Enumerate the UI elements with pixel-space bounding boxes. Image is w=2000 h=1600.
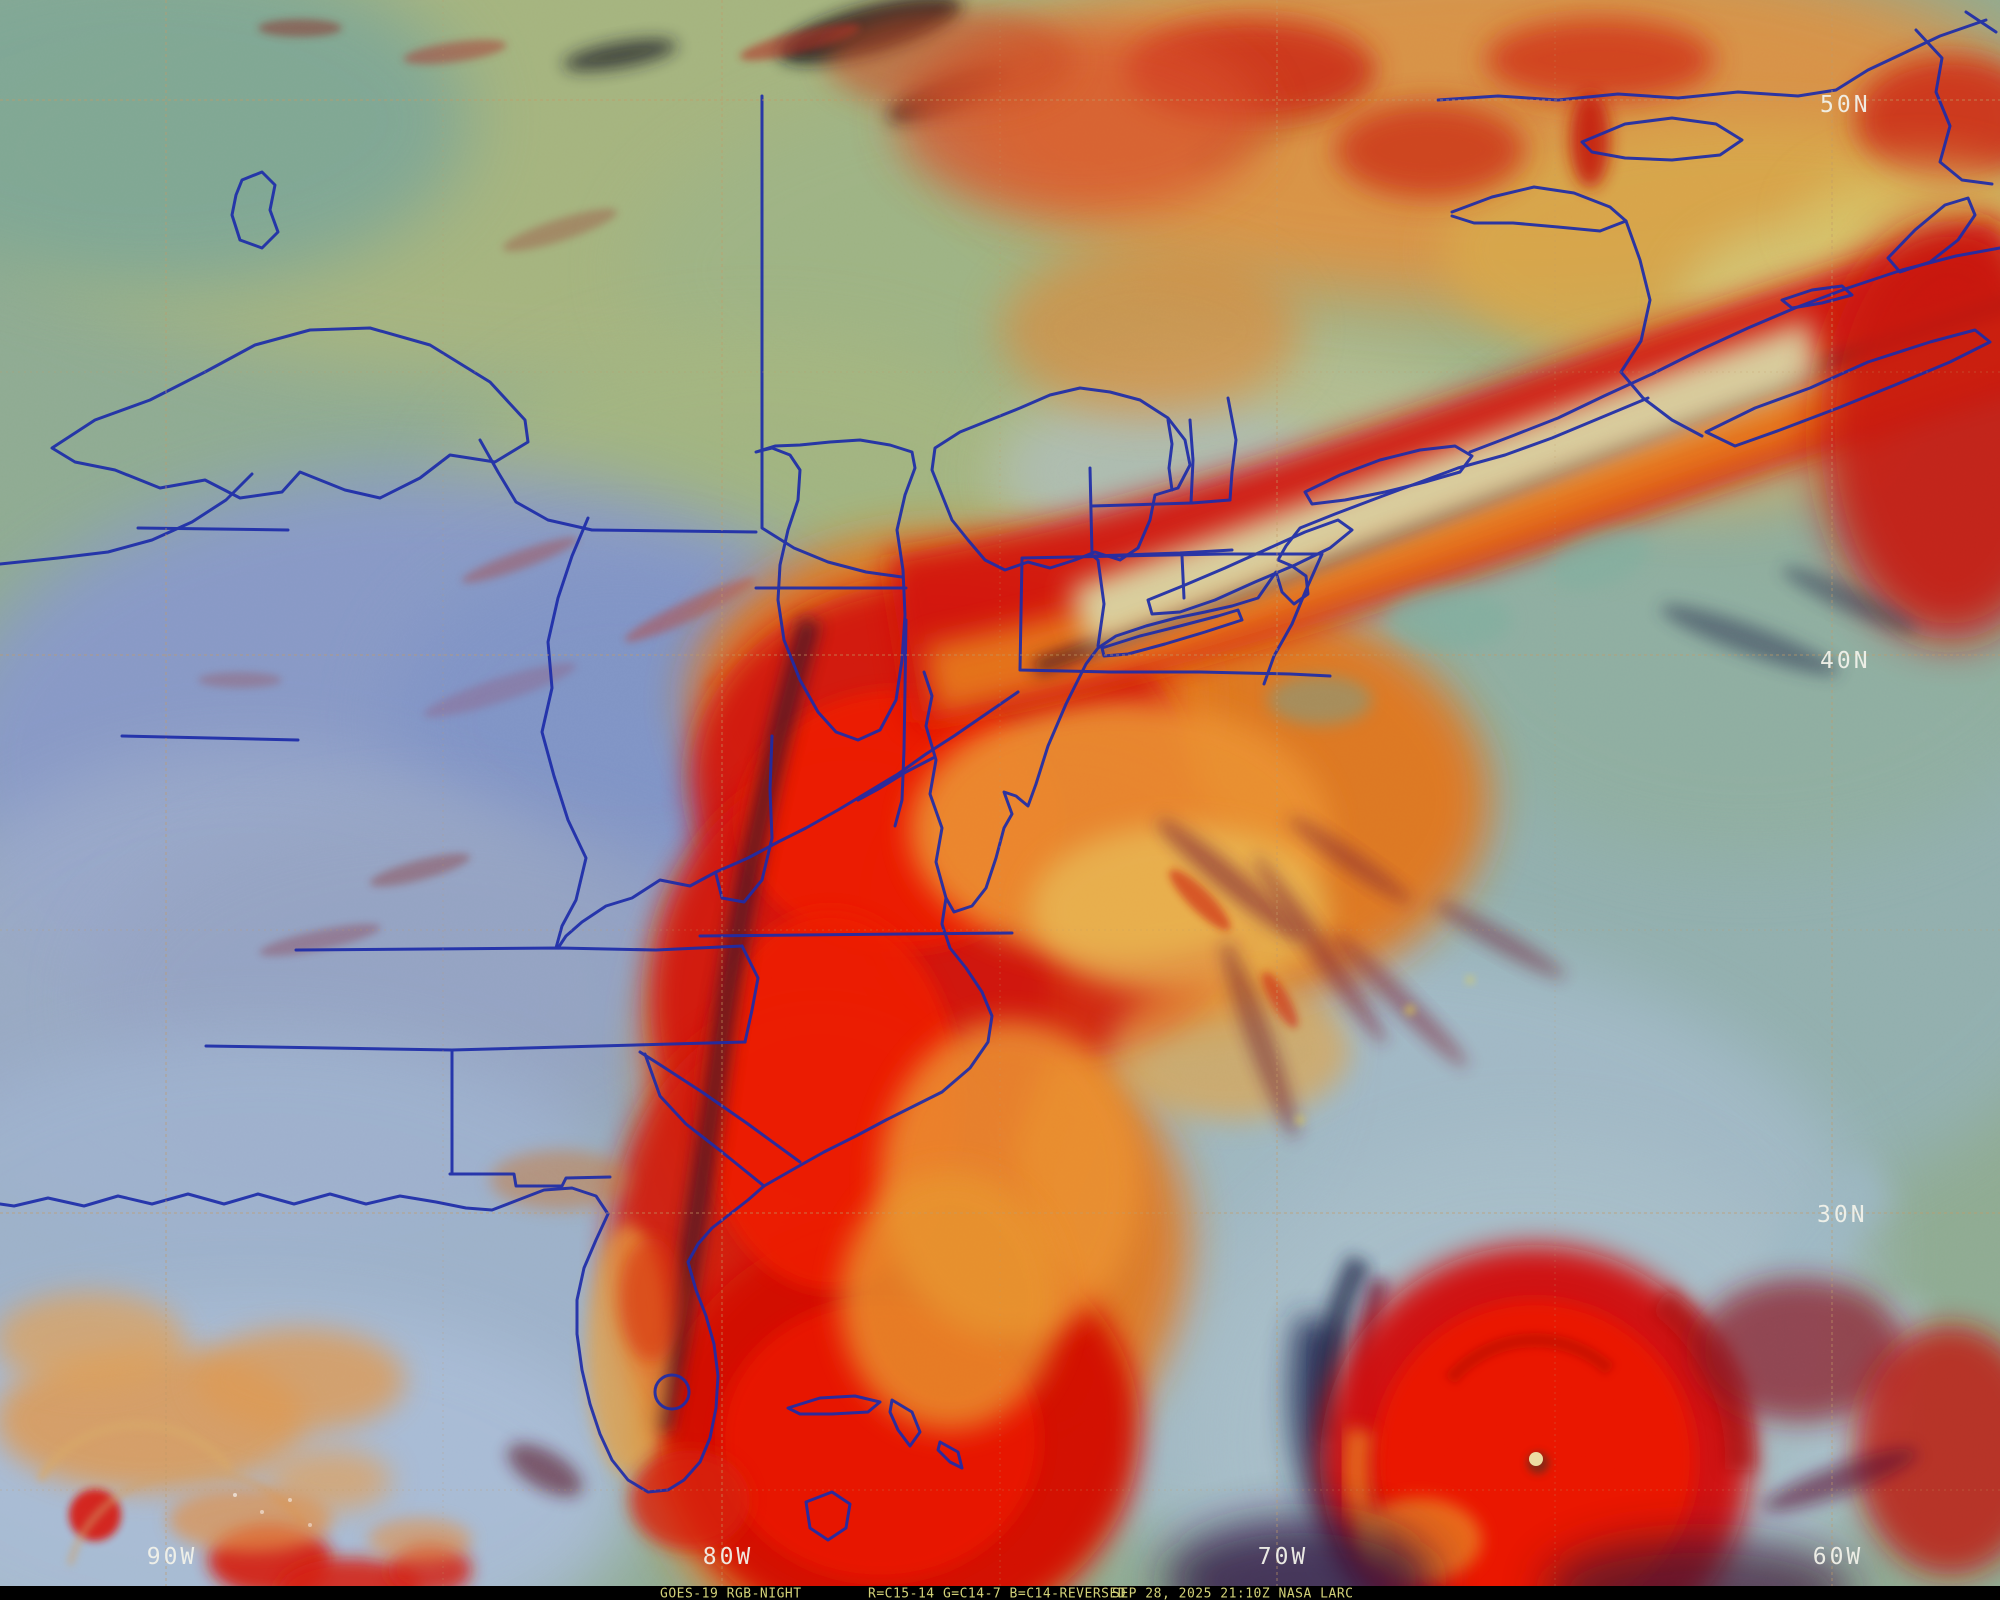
caption-bar: GOES-19 RGB-NIGHT R=C15-14 G=C14-7 B=C14…: [0, 1586, 2000, 1600]
caption-timestamp-credit: SEP 28, 2025 21:10Z NASA LARC: [1112, 1587, 1353, 1600]
caption-bar-background: [0, 1586, 2000, 1600]
caption-rgb-recipe: R=C15-14 G=C14-7 B=C14-REVERSED: [868, 1587, 1126, 1600]
caption-product-name: GOES-19 RGB-NIGHT: [660, 1587, 802, 1600]
